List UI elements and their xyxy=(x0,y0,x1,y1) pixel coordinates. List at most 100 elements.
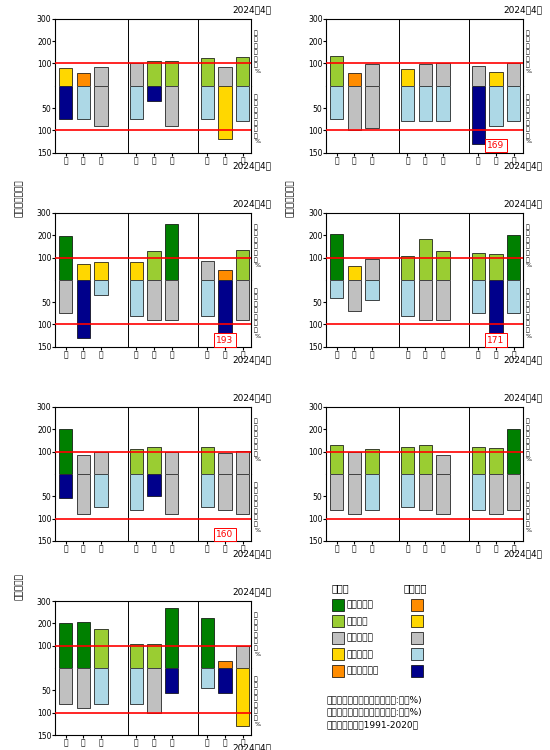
Bar xyxy=(130,644,143,668)
Bar xyxy=(436,64,449,86)
Text: 2024年4月: 2024年4月 xyxy=(232,393,271,402)
Text: 日
照
時
間
平
年
比
%: 日 照 時 間 平 年 比 % xyxy=(254,676,260,727)
Bar xyxy=(401,280,414,316)
Bar xyxy=(471,280,485,314)
Bar xyxy=(507,64,520,86)
Bar xyxy=(436,251,449,280)
Bar xyxy=(95,474,108,508)
Bar xyxy=(147,447,161,474)
Bar xyxy=(401,256,414,280)
Bar xyxy=(365,259,379,280)
Bar xyxy=(490,254,503,280)
Bar xyxy=(507,280,520,314)
Bar xyxy=(330,280,343,298)
Bar xyxy=(330,86,343,119)
Bar xyxy=(130,262,143,280)
Bar xyxy=(471,253,485,280)
Bar xyxy=(365,64,379,86)
Bar xyxy=(130,474,143,510)
Bar xyxy=(401,86,414,122)
Bar xyxy=(59,623,72,668)
Bar xyxy=(490,72,503,86)
Bar xyxy=(165,668,178,692)
Text: 西日本太平洋側: 西日本太平洋側 xyxy=(286,179,295,217)
Bar xyxy=(419,445,432,474)
Bar xyxy=(76,264,90,280)
Text: 図の上側が降水量　（平年比:単位%)
図の下側が日照時間（平年比:単位%)
　平年値期間：1991-2020年: 図の上側が降水量 （平年比:単位%) 図の下側が日照時間（平年比:単位%) 平年… xyxy=(326,694,422,729)
Bar xyxy=(218,86,232,140)
Text: 降
水
量
平
年
比
%: 降 水 量 平 年 比 % xyxy=(525,224,531,268)
Bar xyxy=(401,474,414,508)
Text: 169: 169 xyxy=(487,142,504,151)
Bar xyxy=(436,86,449,122)
Text: 少　な　い: 少 な い xyxy=(347,650,374,658)
Bar xyxy=(507,474,520,510)
Bar xyxy=(401,447,414,474)
Bar xyxy=(436,280,449,320)
Bar xyxy=(95,262,108,280)
Text: 降
水
量
平
年
比
%: 降 水 量 平 年 比 % xyxy=(254,30,260,74)
Text: 2024年4月: 2024年4月 xyxy=(232,5,271,14)
Bar xyxy=(130,668,143,704)
Bar xyxy=(330,474,343,510)
Bar xyxy=(507,236,520,280)
Bar xyxy=(59,668,72,704)
Text: 2024年4月: 2024年4月 xyxy=(232,587,271,596)
Bar xyxy=(147,280,161,320)
Bar xyxy=(130,449,143,474)
Bar xyxy=(236,57,249,86)
Text: 降
水
量
平
年
比
%: 降 水 量 平 年 比 % xyxy=(525,419,531,463)
Bar xyxy=(95,86,108,126)
Text: 2024年4月: 2024年4月 xyxy=(503,200,542,208)
Text: 降
水
量
平
年
比
%: 降 水 量 平 年 比 % xyxy=(254,613,260,656)
Bar xyxy=(490,86,503,126)
Text: 193: 193 xyxy=(216,335,234,344)
Text: 160: 160 xyxy=(216,530,234,538)
Text: 2024年4月: 2024年4月 xyxy=(232,744,271,750)
Bar xyxy=(401,69,414,86)
Bar xyxy=(507,429,520,474)
Text: 171: 171 xyxy=(487,335,504,344)
Bar xyxy=(201,668,214,688)
Bar xyxy=(201,474,214,508)
Bar xyxy=(76,280,90,338)
Text: 2024年4月: 2024年4月 xyxy=(232,200,271,208)
Bar xyxy=(147,668,161,712)
Bar xyxy=(130,280,143,316)
Text: 2024年4月: 2024年4月 xyxy=(232,550,271,559)
Text: 沖縄・奄美: 沖縄・奄美 xyxy=(15,573,24,599)
Bar xyxy=(147,474,161,496)
Bar xyxy=(95,280,108,296)
Bar xyxy=(218,668,232,692)
Bar xyxy=(130,86,143,119)
Bar xyxy=(201,280,214,316)
Bar xyxy=(201,618,214,668)
Bar xyxy=(471,474,485,510)
Bar xyxy=(165,86,178,126)
Bar xyxy=(436,455,449,474)
Bar xyxy=(218,280,232,338)
Bar xyxy=(419,64,432,86)
Text: 日
照
時
間
平
年
比
%: 日 照 時 間 平 年 比 % xyxy=(525,288,531,338)
Bar xyxy=(236,668,249,726)
Bar xyxy=(348,280,361,311)
Text: 降
水
量
平
年
比
%: 降 水 量 平 年 比 % xyxy=(254,224,260,268)
Bar xyxy=(490,474,503,514)
Bar xyxy=(76,668,90,708)
Text: 西日本日本海側: 西日本日本海側 xyxy=(15,179,24,217)
Bar xyxy=(59,236,72,280)
Bar xyxy=(201,261,214,280)
Text: かなり少ない: かなり少ない xyxy=(347,666,379,675)
Text: 2024年4月: 2024年4月 xyxy=(503,393,542,402)
Bar xyxy=(365,86,379,128)
Bar xyxy=(201,447,214,474)
Bar xyxy=(76,455,90,474)
Bar xyxy=(471,65,485,86)
Text: 平　年　並: 平 年 並 xyxy=(347,633,374,642)
Bar xyxy=(201,86,214,119)
Bar xyxy=(419,474,432,510)
Bar xyxy=(365,474,379,510)
Bar xyxy=(76,74,90,86)
Bar xyxy=(419,86,432,122)
Text: 日照時間: 日照時間 xyxy=(403,584,427,593)
